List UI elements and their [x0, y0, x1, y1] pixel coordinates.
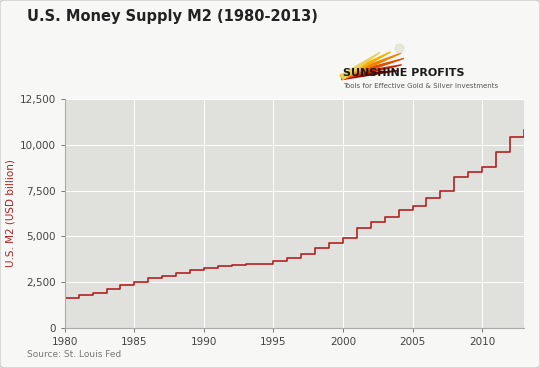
Text: Source: St. Louis Fed: Source: St. Louis Fed: [27, 350, 122, 359]
Polygon shape: [341, 71, 399, 79]
Text: SUNSHINE PROFITS: SUNSHINE PROFITS: [343, 68, 464, 78]
Polygon shape: [340, 52, 390, 79]
Text: Tools for Effective Gold & Silver Investments: Tools for Effective Gold & Silver Invest…: [343, 83, 498, 89]
Text: U.S. Money Supply M2 (1980-2013): U.S. Money Supply M2 (1980-2013): [27, 9, 318, 24]
Polygon shape: [341, 59, 404, 79]
Point: [395, 45, 403, 51]
Polygon shape: [340, 52, 380, 79]
Y-axis label: U.S. M2 (USD billion): U.S. M2 (USD billion): [5, 159, 15, 268]
Polygon shape: [341, 53, 401, 79]
Polygon shape: [341, 65, 402, 79]
